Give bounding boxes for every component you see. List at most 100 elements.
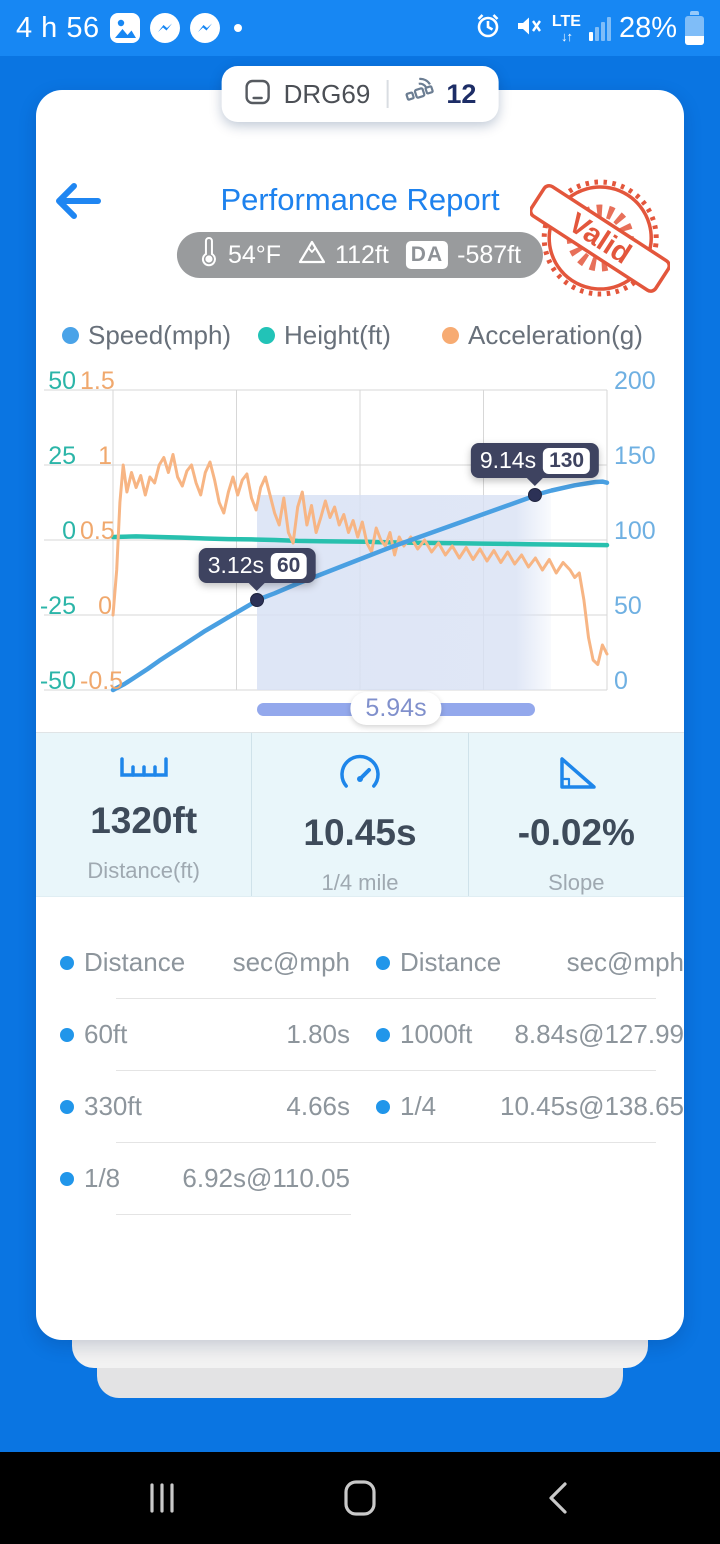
chart-tooltip: 3.12s 60 [198, 548, 316, 583]
mute-icon [512, 10, 544, 47]
slope-icon [554, 753, 598, 798]
axis-tick-speed_mph: 200 [614, 367, 656, 395]
row-divider [116, 1070, 656, 1071]
satellite-icon [404, 77, 434, 112]
axis-tick-acceleration_g: 0 [98, 592, 112, 620]
quick-stats-row: 1320ft Distance(ft) 10.45s 1/4 mile -0.0… [36, 732, 684, 897]
row-dot [376, 1027, 390, 1042]
temperature-value: 54°F [227, 240, 282, 269]
axis-tick-speed_mph: 50 [614, 592, 642, 620]
performance-chart: 50 25 0 -25 -50 1.5 1 0.5 0 -0.5 200 150 100 50 0 3.12s… [36, 365, 684, 727]
row-dot [60, 1027, 74, 1042]
legend-item-height[interactable]: Height(ft) [258, 320, 391, 351]
battery-percent-text: 28% [618, 11, 677, 44]
row-dot [60, 955, 74, 970]
distance-label: 330ft [60, 1091, 210, 1122]
distance-label: 60ft [60, 1019, 210, 1050]
table-header-row: Distance sec@mph Distance sec@mph [36, 927, 684, 998]
row-dot [60, 1171, 74, 1186]
distance-label: Distance [60, 947, 210, 978]
time-value: 4.66s [286, 1091, 350, 1121]
table-row: 1/8 6.92s@110.05 [36, 1143, 684, 1214]
row-dot [60, 1099, 74, 1114]
axis-tick-acceleration_g: 0.5 [80, 517, 115, 545]
row-dot [376, 1099, 390, 1114]
speed-legend-dot [62, 327, 79, 344]
thermometer-icon [199, 236, 219, 274]
axis-tick-speed_mph: 150 [614, 442, 656, 470]
time-value: 1.80s [286, 1019, 350, 1049]
gallery-notification-icon [109, 13, 140, 43]
home-button[interactable] [334, 1472, 386, 1524]
time-value: 10.45s@138.65 [500, 1091, 684, 1121]
android-nav-bar [0, 1452, 720, 1544]
chart-legend: Speed(mph) Height(ft) Acceleration(g) [36, 320, 684, 350]
da-badge: DA [405, 241, 449, 269]
height-legend-dot [258, 327, 275, 344]
pill-divider [386, 80, 389, 108]
height-ft-line [110, 534, 610, 548]
marker-dot [250, 593, 265, 607]
axis-tick-acceleration_g: -0.5 [80, 667, 124, 695]
row-divider [116, 1142, 656, 1143]
satellite-count: 12 [446, 78, 477, 109]
speedometer-icon [338, 753, 382, 798]
row-divider [116, 998, 656, 999]
legend-item-speed[interactable]: Speed(mph) [62, 320, 231, 351]
axis-tick-acceleration_g: 1.5 [80, 367, 115, 395]
device-icon [244, 78, 272, 111]
recents-button[interactable] [136, 1472, 188, 1524]
axis-tick-speed_mph: 100 [614, 517, 656, 545]
clock-text: 4 h 56 [16, 11, 100, 44]
distance-value: 1320ft [90, 800, 198, 841]
slope-label: Slope [548, 870, 605, 895]
stat-quarter-mile: 10.45s 1/4 mile [251, 733, 467, 896]
distance-label: 1000ft [350, 1019, 500, 1050]
ruler-icon [118, 753, 170, 786]
alarm-icon [472, 10, 504, 47]
back-button[interactable] [50, 178, 110, 226]
messenger-notification-icon-2 [189, 13, 220, 43]
stat-distance: 1320ft Distance(ft) [36, 733, 251, 896]
acceleration-g-line [111, 453, 609, 666]
row-dot [376, 955, 390, 970]
report-card: Performance Report 54°F 112ft DA -587ft [36, 90, 684, 1340]
quarter-mile-label: 1/4 mile [321, 870, 399, 895]
distance-label: Distance(ft) [87, 858, 200, 883]
nav-back-button[interactable] [532, 1472, 584, 1524]
distance-label: Distance [350, 947, 501, 978]
chart-canvas [44, 389, 610, 693]
environment-chip: 54°F 112ft DA -587ft [176, 232, 544, 278]
stat-slope: -0.02% Slope [467, 733, 684, 896]
slider-duration-label: 5.94s [350, 692, 442, 725]
battery-icon [685, 11, 704, 45]
distance-label: 1/8 [60, 1163, 210, 1194]
valid-stamp: Valid [528, 170, 671, 310]
elevation-icon [298, 239, 326, 272]
distance-label: 1/4 [350, 1091, 500, 1122]
time-value: sec@mph [566, 947, 684, 977]
more-notifications-dot [233, 24, 242, 32]
axis-tick-height_ft: 50 [48, 367, 76, 395]
density-altitude-value: -587ft [457, 240, 522, 269]
messenger-notification-icon [149, 13, 180, 43]
axis-tick-height_ft: -50 [39, 667, 76, 695]
row-divider [116, 1214, 351, 1215]
device-status-pill[interactable]: DRG69 12 [221, 66, 499, 122]
lte-indicator: LTE ↓↑ [551, 12, 581, 44]
axis-tick-acceleration_g: 1 [98, 442, 112, 470]
marker-dot [527, 488, 542, 502]
page-title: Performance Report [220, 182, 500, 217]
legend-item-acceleration[interactable]: Acceleration(g) [442, 320, 643, 351]
elevation-value: 112ft [335, 240, 389, 269]
axis-tick-height_ft: -25 [39, 592, 76, 620]
time-value: 6.92s@110.05 [182, 1163, 350, 1193]
quarter-mile-value: 10.45s [303, 812, 417, 853]
table-row: 330ft 4.66s 1/4 10.45s@138.65 [36, 1071, 684, 1142]
axis-tick-height_ft: 0 [62, 517, 76, 545]
table-row: 60ft 1.80s 1000ft 8.84s@127.99 [36, 999, 684, 1070]
time-value: sec@mph [232, 947, 350, 977]
chart-tooltip: 9.14s 130 [470, 443, 600, 478]
splits-table: Distance sec@mph Distance sec@mph 60ft 1.80s 1… [36, 897, 684, 1215]
slope-value: -0.02% [517, 812, 635, 853]
